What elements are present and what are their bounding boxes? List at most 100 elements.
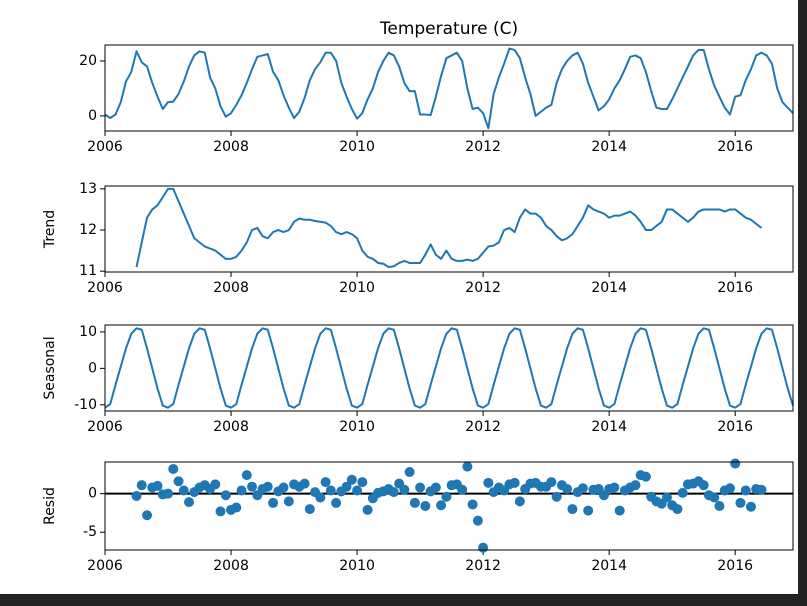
point [551,491,562,502]
axes-frame [104,44,794,132]
point [661,492,672,503]
point [152,480,163,491]
point [388,487,399,498]
x-tick-label: 2014 [591,419,627,435]
point [677,487,688,498]
x-tick-label: 2012 [465,280,501,296]
point [283,496,294,507]
x-tick-label: 2014 [591,558,627,574]
x-tick-label: 2016 [717,139,753,155]
axes-frame [104,185,794,273]
point [709,492,720,503]
x-tick-label: 2016 [717,419,753,435]
point [220,490,231,501]
y-tick-label: -10 [74,397,97,413]
point [745,501,756,512]
y-tick-label: -5 [83,524,97,540]
x-tick-label: 2008 [213,280,249,296]
point [304,504,315,515]
point [562,484,573,495]
series-line [104,47,794,130]
y-tick-label: 11 [79,263,97,279]
point [184,497,195,508]
point [173,476,184,487]
x-tick-label: 2008 [213,558,249,574]
point [420,501,431,511]
y-tick-label: 12 [79,222,97,238]
point [163,488,174,499]
point [514,496,525,507]
point [215,506,226,517]
x-tick-label: 2012 [465,419,501,435]
point [740,485,751,496]
point [325,485,336,496]
point [698,480,709,491]
point [457,484,468,495]
point [268,497,279,508]
x-tick-label: 2014 [591,280,627,296]
point [583,505,594,516]
x-tick-label: 2016 [717,558,753,574]
point [341,481,352,492]
x-tick-label: 2008 [213,419,249,435]
point [142,510,153,521]
point [467,499,478,510]
point [315,492,326,503]
point [436,500,447,511]
x-tick-label: 2006 [87,419,123,435]
point [478,542,489,553]
point [346,474,357,485]
axes-frame [104,324,794,412]
x-tick-label: 2010 [339,139,375,155]
point [131,490,142,501]
point [136,480,147,491]
point [630,480,641,491]
y-tick-label: 13 [79,181,97,197]
x-tick-label: 2006 [87,139,123,155]
x-tick-label: 2010 [339,558,375,574]
point [262,481,273,492]
point [231,502,242,513]
chart-title: Temperature (C) [379,19,518,39]
point [168,463,179,474]
point [357,477,368,488]
point [577,483,588,494]
x-tick-label: 2014 [591,139,627,155]
point [609,482,620,493]
point [714,501,725,511]
point [415,482,426,493]
point [724,483,735,494]
point [430,482,441,493]
x-tick-label: 2012 [465,558,501,574]
point [409,497,420,508]
point [299,478,310,489]
point [404,467,415,478]
point [352,485,363,496]
x-tick-label: 2006 [87,558,123,574]
point [567,504,578,515]
y-tick-label: 10 [79,324,97,340]
point [614,505,625,516]
point [178,485,189,496]
point [472,515,483,526]
y-axis-label: Seasonal [42,336,58,399]
point [462,461,473,472]
y-axis-label: Trend [42,210,58,249]
point [441,491,452,502]
point [210,479,221,490]
point [241,470,252,481]
y-tick-label: 0 [88,486,97,502]
point [247,481,258,492]
point [362,504,373,515]
x-tick-label: 2010 [339,280,375,296]
point [756,484,767,495]
point [483,477,494,488]
point [546,477,557,488]
x-tick-label: 2012 [465,139,501,155]
point [672,504,683,515]
point [640,471,651,482]
point [730,458,741,469]
point [236,485,247,496]
